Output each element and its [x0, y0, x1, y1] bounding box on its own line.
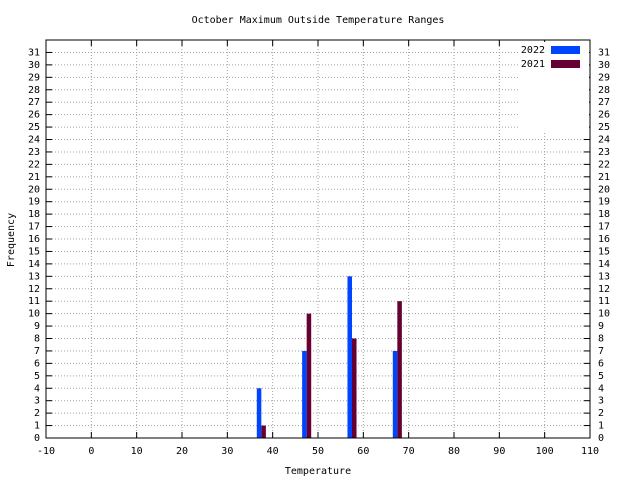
- bar: [347, 276, 352, 438]
- bar: [392, 350, 398, 438]
- y2-tick-label: 18: [598, 209, 610, 220]
- y-tick-label: 13: [28, 271, 40, 282]
- y2-tick-label: 22: [598, 159, 610, 170]
- y2-tick-label: 9: [598, 321, 604, 332]
- y-tick-label: 8: [34, 334, 40, 345]
- y2-tick-label: 26: [598, 110, 610, 121]
- y-tick-label: 11: [28, 296, 40, 307]
- y2-tick-label: 16: [598, 234, 610, 245]
- y-tick-label: 9: [34, 321, 40, 332]
- x-tick-label: 70: [403, 446, 415, 457]
- y2-tick-label: 17: [598, 222, 610, 233]
- y2-tick-label: 8: [598, 334, 604, 345]
- y2-tick-label: 14: [598, 259, 610, 270]
- y-tick-label: 0: [34, 433, 40, 444]
- legend-box: [520, 42, 589, 133]
- y-tick-label: 14: [28, 259, 40, 270]
- y-tick-label: 22: [28, 159, 40, 170]
- y2-tick-label: 3: [598, 396, 604, 407]
- y-tick-label: 2: [34, 408, 40, 419]
- y2-tick-label: 24: [598, 135, 610, 146]
- x-tick-label: 0: [88, 446, 94, 457]
- y2-tick-label: 29: [598, 72, 610, 83]
- y2-tick-label: 12: [598, 284, 610, 295]
- y-tick-label: 10: [28, 309, 40, 320]
- y2-tick-label: 7: [598, 346, 604, 357]
- y2-tick-label: 25: [598, 122, 610, 133]
- y2-tick-label: 30: [598, 60, 610, 71]
- x-tick-label: 10: [131, 446, 143, 457]
- x-tick-label: 20: [176, 446, 188, 457]
- y-tick-label: 31: [28, 47, 40, 58]
- y-tick-label: 27: [28, 97, 40, 108]
- y-tick-label: 24: [28, 135, 40, 146]
- y2-tick-label: 10: [598, 309, 610, 320]
- y2-tick-label: 23: [598, 147, 610, 158]
- y-tick-label: 6: [34, 358, 40, 369]
- legend-label: 2022: [521, 45, 545, 56]
- y-tick-label: 28: [28, 85, 40, 96]
- bar: [397, 301, 402, 438]
- bar: [306, 313, 312, 438]
- y-tick-label: 15: [28, 246, 40, 257]
- legend-swatch: [551, 60, 580, 68]
- x-tick-label: 40: [267, 446, 279, 457]
- x-tick-label: 100: [536, 446, 554, 457]
- y-tick-label: 29: [28, 72, 40, 83]
- legend-swatch: [551, 46, 580, 54]
- y-tick-label: 12: [28, 284, 40, 295]
- x-tick-label: 30: [221, 446, 233, 457]
- chart-title: October Maximum Outside Temperature Rang…: [192, 15, 445, 26]
- y2-tick-label: 20: [598, 184, 610, 195]
- y-tick-label: 19: [28, 197, 40, 208]
- y2-tick-label: 4: [598, 383, 604, 394]
- y-axis-label: Frequency: [6, 213, 17, 267]
- y2-tick-label: 6: [598, 358, 604, 369]
- bar: [302, 350, 307, 438]
- x-tick-label: 110: [581, 446, 599, 457]
- bar: [352, 338, 357, 438]
- y2-tick-label: 19: [598, 197, 610, 208]
- y-tick-label: 4: [34, 383, 40, 394]
- x-tick-label: 50: [312, 446, 324, 457]
- y2-tick-label: 0: [598, 433, 604, 444]
- bar: [256, 388, 262, 438]
- y2-tick-label: 15: [598, 246, 610, 257]
- x-axis-label: Temperature: [285, 466, 351, 477]
- y2-tick-label: 31: [598, 47, 610, 58]
- y2-tick-label: 27: [598, 97, 610, 108]
- y-tick-label: 18: [28, 209, 40, 220]
- y-tick-label: 30: [28, 60, 40, 71]
- bar: [261, 425, 266, 438]
- plot-border: [45, 39, 591, 439]
- y-tick-label: 25: [28, 122, 40, 133]
- x-tick-label: 60: [357, 446, 369, 457]
- y2-tick-label: 5: [598, 371, 604, 382]
- x-tick-label: 90: [493, 446, 505, 457]
- y-tick-label: 23: [28, 147, 40, 158]
- y2-tick-label: 28: [598, 85, 610, 96]
- y-tick-label: 5: [34, 371, 40, 382]
- y-tick-label: 3: [34, 396, 40, 407]
- y-tick-label: 17: [28, 222, 40, 233]
- y-tick-label: 20: [28, 184, 40, 195]
- y2-tick-label: 13: [598, 271, 610, 282]
- y-tick-label: 21: [28, 172, 40, 183]
- legend-label: 2021: [521, 59, 545, 70]
- y2-tick-label: 1: [598, 421, 604, 432]
- x-tick-label: 80: [448, 446, 460, 457]
- x-tick-label: -10: [37, 446, 55, 457]
- y2-tick-label: 2: [598, 408, 604, 419]
- y-tick-label: 7: [34, 346, 40, 357]
- y2-tick-label: 21: [598, 172, 610, 183]
- y-tick-label: 16: [28, 234, 40, 245]
- y-tick-label: 1: [34, 421, 40, 432]
- y2-tick-label: 11: [598, 296, 610, 307]
- y-tick-label: 26: [28, 110, 40, 121]
